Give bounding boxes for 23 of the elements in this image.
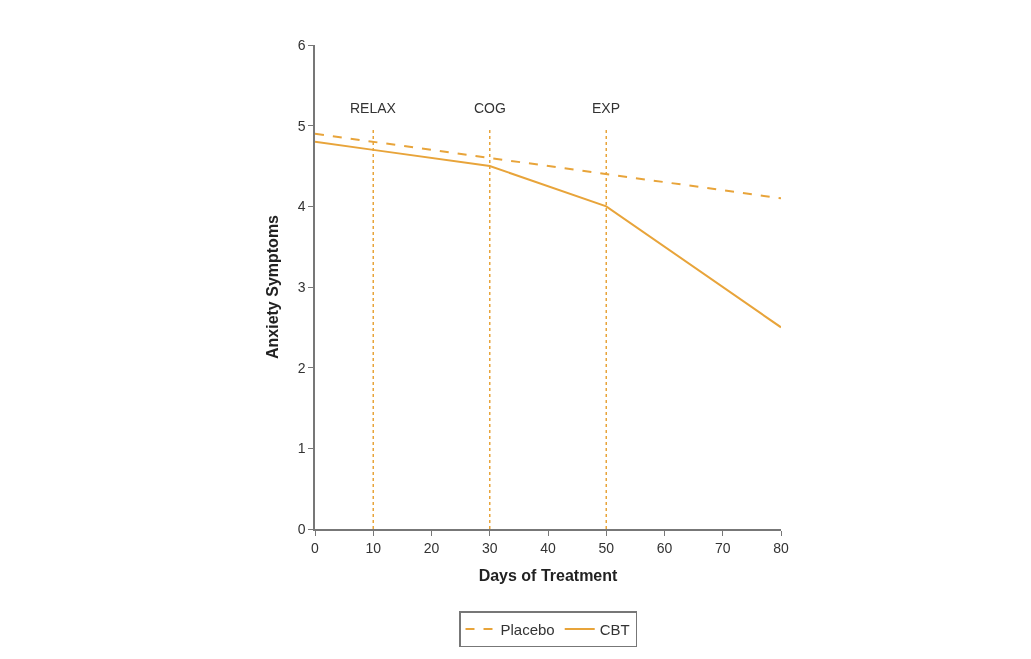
y-tick-label: 1 xyxy=(297,440,306,457)
y-tick-label: 0 xyxy=(297,520,306,537)
x-tick-label: 0 xyxy=(311,539,320,556)
y-tick-label: 5 xyxy=(297,117,306,134)
x-tick-label: 30 xyxy=(481,539,498,556)
y-tick-label: 2 xyxy=(297,359,306,376)
legend-label: Placebo xyxy=(500,620,555,638)
x-tick-label: 20 xyxy=(423,539,440,556)
ref-line-label: COG xyxy=(474,100,506,116)
ref-line-label: EXP xyxy=(592,100,621,116)
x-tick-label: 60 xyxy=(656,539,673,556)
x-tick-label: 40 xyxy=(540,539,556,556)
x-tick-label: 10 xyxy=(365,539,382,556)
legend-label: CBT xyxy=(599,620,630,638)
x-tick-label: 50 xyxy=(598,539,615,556)
x-tick-label: 70 xyxy=(714,539,731,556)
y-tick-label: 4 xyxy=(297,198,306,215)
ref-line-label: RELAX xyxy=(350,100,397,116)
y-axis-title: Anxiety Symptoms xyxy=(264,214,282,360)
y-tick-label: 6 xyxy=(297,36,306,53)
x-tick-label: 80 xyxy=(773,539,789,556)
x-axis-title: Days of Treatment xyxy=(478,566,619,584)
y-tick-label: 3 xyxy=(297,278,306,295)
